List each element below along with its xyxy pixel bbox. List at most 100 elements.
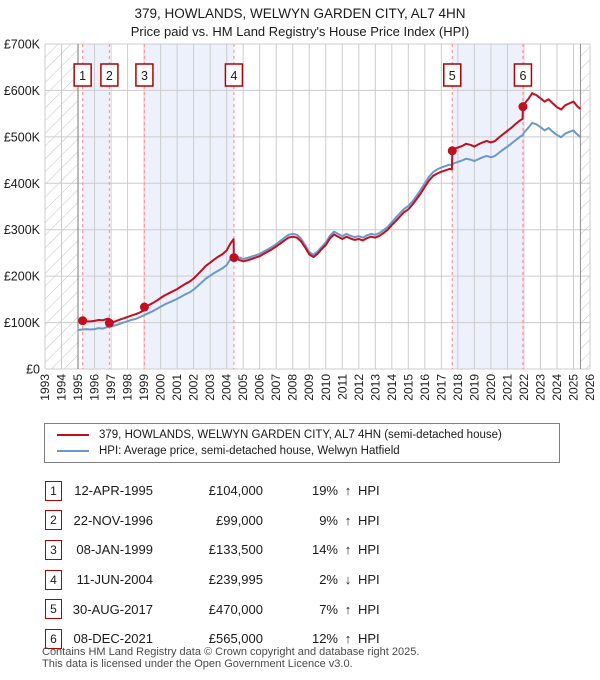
x-axis-label: 2026 [583,374,597,401]
property-line-swatch [57,434,89,436]
hpi-label: HPI [358,631,380,647]
hpi-label: HPI [358,483,380,499]
x-axis-label: 2018 [451,374,465,401]
x-axis-label: 2015 [401,374,415,401]
sale-point-dot [518,102,528,112]
page-title: 379, HOWLANDS, WELWYN GARDEN CITY, AL7 4… [134,6,466,21]
transaction-pct-vs-hpi: 9% [319,512,338,528]
table-row: 1 12-APR-1995 £104,000 19% ↑ HPI [0,476,600,506]
transaction-price: £133,500 [208,542,263,558]
legend-row-property: 379, HOWLANDS, WELWYN GARDEN CITY, AL7 4… [45,429,559,442]
hpi-line [77,121,582,331]
table-row: 6 08-DEC-2021 £565,000 12% ↑ HPI [0,624,600,654]
x-axis-label: 1997 [104,374,118,401]
hpi-label: HPI [358,512,380,528]
ownership-band [82,44,110,369]
x-axis-label: 2002 [187,374,201,401]
legend-row-hpi: HPI: Average price, semi-detached house,… [45,445,559,458]
arrow-down-icon: ↓ [344,572,352,588]
arrow-up-icon: ↑ [344,601,352,617]
transaction-pct-vs-hpi: 19% [311,483,338,499]
sale-point-dot [139,302,149,312]
x-axis-label: 1996 [88,374,102,401]
hpi-label: HPI [358,572,380,588]
x-axis-label: 2017 [434,374,448,401]
footer-line-2: This data is licensed under the Open Gov… [42,657,353,670]
x-axis-label: 2004 [220,374,234,401]
x-axis-label: 2006 [253,374,267,401]
y-axis-label: £700K [4,38,41,52]
svg-text:1: 1 [79,69,86,83]
hpi-label: HPI [358,601,380,617]
x-axis-label: 2019 [467,374,481,401]
x-axis-label: 2009 [302,374,316,401]
hpi-line-swatch [57,450,89,452]
x-axis-label: 1993 [38,374,52,401]
x-axis-label: 2020 [484,374,498,401]
price-history-chart: 1 2 3 4 5 6 £0 £100K £200K £300K £400K £500K £600K £7… [4,38,597,401]
x-axis-label: 2000 [154,374,168,401]
x-axis-label: 2023 [533,374,547,401]
y-axis-label: £0 [26,363,40,377]
x-axis-label: 2024 [550,374,564,401]
table-row: 5 30-AUG-2017 £470,000 7% ↑ HPI [0,594,600,624]
transaction-price: £239,995 [208,572,263,588]
x-axis-label: 1995 [71,374,85,401]
x-axis-label: 2010 [319,374,333,401]
sale-point-dot [229,253,239,263]
y-axis-label: £500K [4,130,41,144]
x-axis-label: 2016 [418,374,432,401]
x-axis-label: 2005 [236,374,250,401]
sale-point-dot [78,316,88,326]
transaction-pct-vs-hpi: 12% [311,631,338,647]
sale-marker-3: 3 [135,63,154,87]
sale-marker-5: 5 [443,63,462,87]
svg-text:3: 3 [141,69,148,83]
arrow-up-icon: ↑ [344,483,352,499]
svg-text:2: 2 [106,69,113,83]
transaction-date: 08-DEC-2021 [73,631,154,647]
svg-text:6: 6 [519,69,526,83]
transaction-date: 12-APR-1995 [74,483,153,499]
x-axis-label: 2013 [368,374,382,401]
y-axis-label: £600K [4,84,41,98]
transactions-table: 1 12-APR-1995 £104,000 19% ↑ HPI 2 22-NO… [0,476,600,654]
license-footer: Contains HM Land Registry data © Crown c… [42,646,419,670]
transaction-date: 22-NOV-1996 [73,512,154,528]
legend-label-property: 379, HOWLANDS, WELWYN GARDEN CITY, AL7 4… [99,428,502,441]
sale-point-dot [104,318,114,328]
page-subtitle: Price paid vs. HM Land Registry's House … [130,24,470,39]
sale-point-dot [447,146,457,156]
transaction-pct-vs-hpi: 7% [319,601,338,617]
transaction-date: 11-JUN-2004 [76,572,153,588]
svg-text:5: 5 [449,69,456,83]
hpi-label: HPI [358,542,380,558]
transaction-price: £104,000 [208,483,263,499]
arrow-up-icon: ↑ [344,512,352,528]
table-row: 2 22-NOV-1996 £99,000 9% ↑ HPI [0,506,600,536]
transaction-number-badge: 1 [45,480,62,501]
transaction-pct-vs-hpi: 2% [319,572,338,588]
transaction-number-badge: 4 [45,569,62,590]
no-data-hatch [580,44,590,369]
transaction-price: £99,000 [216,512,263,528]
sale-marker-1: 1 [73,63,92,87]
ownership-band [144,44,234,369]
x-axis-label: 2003 [203,374,217,401]
transaction-number-badge: 3 [45,539,62,560]
y-axis-label: £400K [4,177,41,191]
x-axis-label: 2014 [385,374,399,401]
x-axis-label: 1999 [137,374,151,401]
chart-legend: 379, HOWLANDS, WELWYN GARDEN CITY, AL7 4… [44,423,560,463]
transaction-date: 08-JAN-1999 [76,542,153,558]
arrow-up-icon: ↑ [344,631,352,647]
ownership-band [452,44,523,369]
property-price-line [82,92,582,324]
transaction-number-badge: 2 [45,510,62,531]
arrow-up-icon: ↑ [344,542,352,558]
y-axis-label: £300K [4,223,41,237]
svg-text:4: 4 [230,69,237,83]
transaction-pct-vs-hpi: 14% [311,542,338,558]
x-axis-label: 2021 [500,374,514,401]
